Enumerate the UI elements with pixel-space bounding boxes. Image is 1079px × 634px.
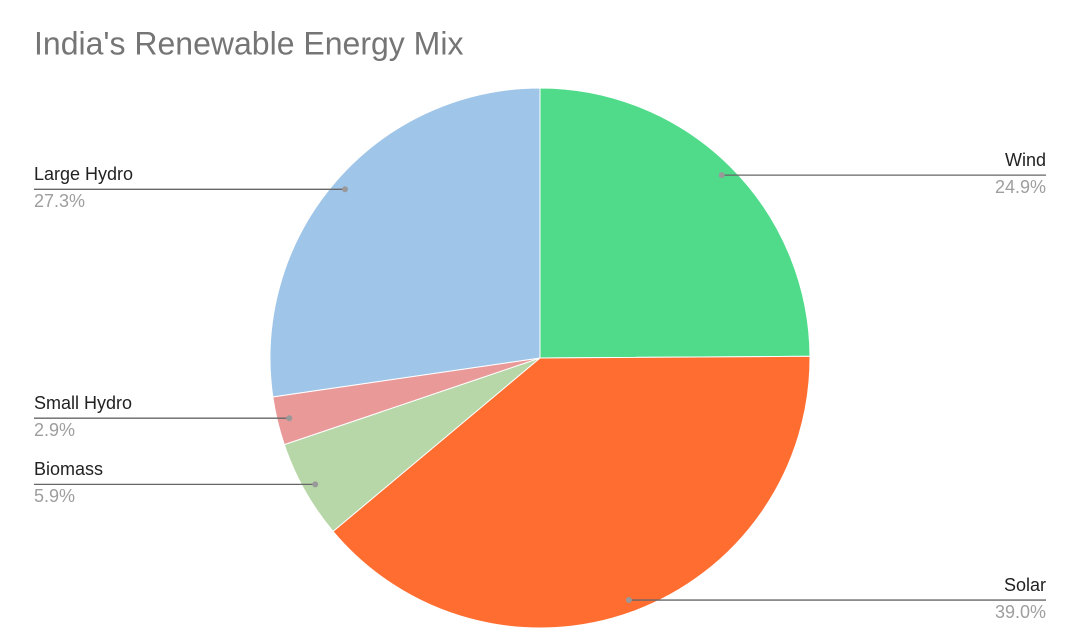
slice-value-label: 2.9% <box>34 420 75 440</box>
slice-value-label: 39.0% <box>995 602 1046 622</box>
leader-dot <box>625 597 632 604</box>
leader-dot <box>312 481 319 488</box>
slice-label: Large Hydro <box>34 164 133 184</box>
slice-label: Solar <box>1004 575 1046 595</box>
leader-dot <box>286 415 293 422</box>
slice-label: Wind <box>1005 150 1046 170</box>
slice-label: Small Hydro <box>34 393 132 413</box>
leader-dot <box>718 172 725 179</box>
pie-slice <box>539 87 811 359</box>
leader-dot <box>341 186 348 193</box>
pie-slice <box>269 87 541 398</box>
slice-value-label: 24.9% <box>995 177 1046 197</box>
slice-value-label: 27.3% <box>34 191 85 211</box>
chart-title: India's Renewable Energy Mix <box>34 25 463 61</box>
pie-slice <box>332 355 811 629</box>
slice-label: Biomass <box>34 459 103 479</box>
slice-value-label: 5.9% <box>34 486 75 506</box>
